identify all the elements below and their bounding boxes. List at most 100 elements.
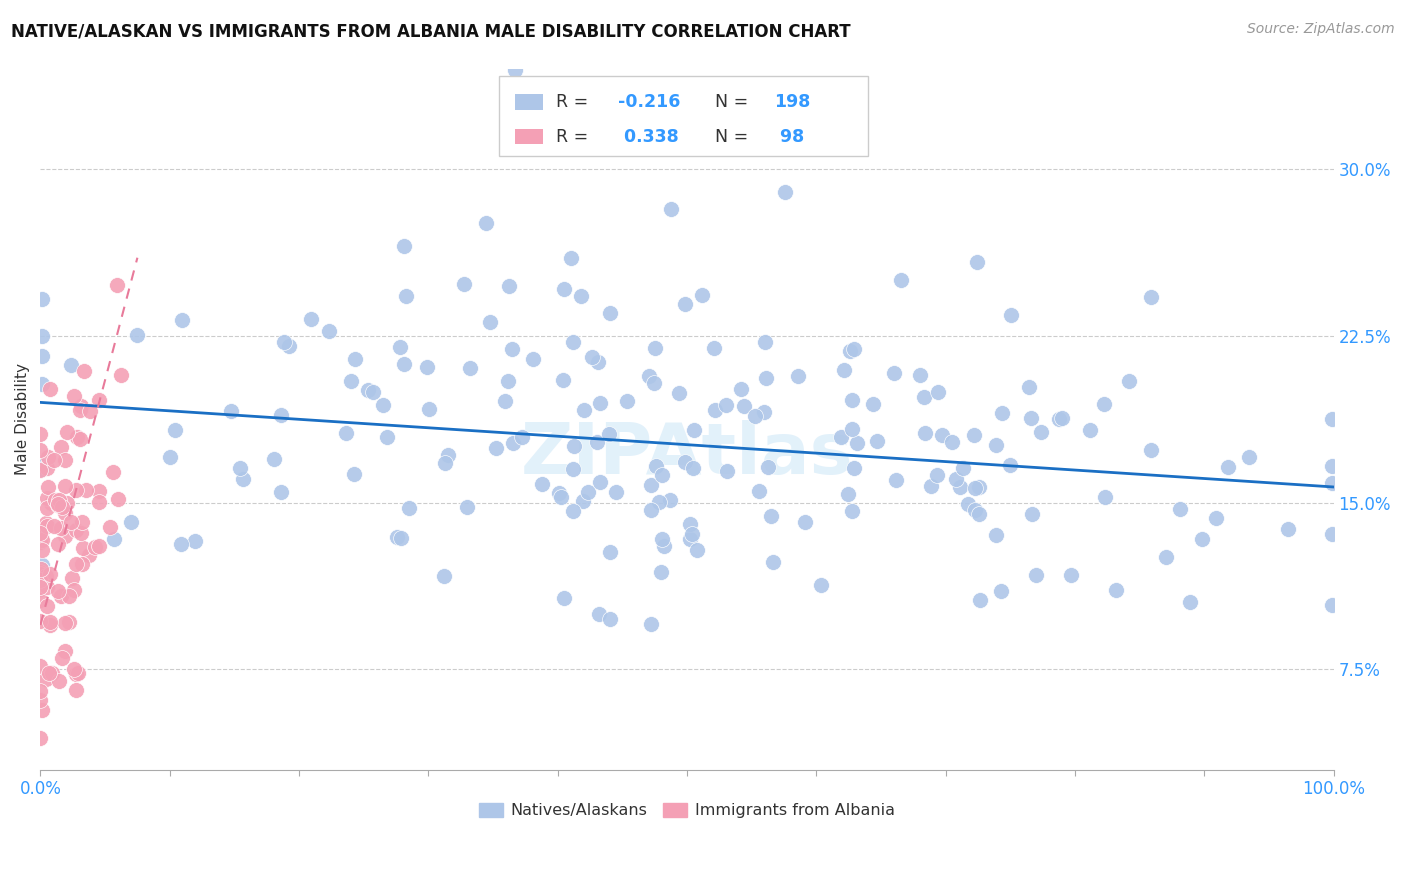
Point — [31, 376, 53, 391]
Point — [1000, 308, 1022, 322]
Point — [229, 461, 252, 475]
Point — [35, 519, 58, 533]
Point — [389, 340, 412, 354]
Point — [125, 328, 148, 343]
Point — [599, 545, 621, 559]
Point — [418, 401, 440, 416]
Point — [39, 618, 62, 632]
Y-axis label: Male Disability: Male Disability — [15, 363, 30, 475]
Text: NATIVE/ALASKAN VS IMMIGRANTS FROM ALBANIA MALE DISABILITY CORRELATION CHART: NATIVE/ALASKAN VS IMMIGRANTS FROM ALBANI… — [11, 22, 851, 40]
Point — [31, 459, 53, 474]
Point — [966, 255, 988, 269]
Point — [562, 335, 585, 350]
Point — [31, 570, 53, 584]
Point — [51, 520, 73, 534]
Point — [605, 485, 627, 500]
Point — [576, 485, 599, 500]
Point — [1025, 567, 1047, 582]
Point — [344, 352, 367, 367]
Point — [692, 288, 714, 302]
Point — [842, 342, 865, 356]
Point — [1018, 380, 1040, 394]
Point — [810, 578, 832, 592]
Point — [703, 403, 725, 417]
Point — [475, 216, 498, 230]
Point — [232, 472, 254, 486]
Point — [927, 384, 949, 399]
Point — [105, 277, 128, 292]
Point — [969, 592, 991, 607]
Point — [69, 402, 91, 417]
Point — [163, 423, 186, 437]
Text: N =: N = — [716, 128, 754, 145]
Point — [51, 500, 73, 514]
Point — [35, 516, 58, 531]
Point — [371, 398, 394, 412]
Point — [103, 532, 125, 546]
Point — [39, 382, 62, 396]
Point — [65, 430, 87, 444]
Point — [37, 480, 59, 494]
FancyBboxPatch shape — [499, 76, 868, 156]
Point — [77, 548, 100, 562]
Point — [650, 565, 672, 579]
Point — [30, 592, 52, 607]
Point — [984, 437, 1007, 451]
Point — [658, 493, 681, 508]
Point — [1021, 507, 1043, 521]
Point — [51, 590, 73, 604]
Point — [53, 529, 76, 543]
Point — [841, 504, 863, 518]
Point — [65, 483, 87, 497]
Point — [37, 491, 59, 506]
Point — [38, 666, 60, 681]
Point — [963, 428, 986, 442]
Point — [762, 555, 785, 569]
Point — [37, 599, 59, 613]
Point — [343, 467, 366, 481]
Point — [644, 341, 666, 355]
Point — [392, 239, 415, 253]
Point — [931, 428, 953, 442]
Point — [648, 495, 671, 509]
Point — [830, 430, 852, 444]
Point — [31, 568, 53, 582]
Point — [494, 394, 516, 409]
Point — [673, 297, 696, 311]
Point — [560, 251, 582, 265]
Point — [453, 277, 475, 292]
Point — [31, 533, 53, 547]
Point — [273, 334, 295, 349]
Point — [1322, 412, 1344, 426]
Point — [730, 382, 752, 396]
Point — [837, 486, 859, 500]
Point — [1322, 598, 1344, 612]
Legend: Natives/Alaskans, Immigrants from Albania: Natives/Alaskans, Immigrants from Albani… — [472, 797, 901, 825]
Point — [62, 662, 84, 676]
Point — [678, 517, 700, 532]
FancyBboxPatch shape — [515, 95, 544, 110]
Point — [659, 202, 682, 216]
Point — [1000, 458, 1022, 473]
Point — [31, 292, 53, 306]
Point — [70, 557, 93, 571]
Point — [654, 539, 676, 553]
FancyBboxPatch shape — [515, 128, 544, 145]
Point — [965, 503, 987, 517]
Point — [761, 508, 783, 523]
Point — [1322, 476, 1344, 491]
Point — [963, 481, 986, 495]
Point — [38, 615, 60, 629]
Point — [838, 344, 860, 359]
Point — [754, 335, 776, 350]
Point — [1191, 532, 1213, 546]
Point — [890, 273, 912, 287]
Point — [643, 376, 665, 390]
Point — [945, 472, 967, 486]
Point — [458, 361, 481, 376]
Point — [1322, 527, 1344, 541]
Point — [65, 557, 87, 571]
Point — [952, 460, 974, 475]
Point — [1094, 490, 1116, 504]
Point — [484, 441, 506, 455]
